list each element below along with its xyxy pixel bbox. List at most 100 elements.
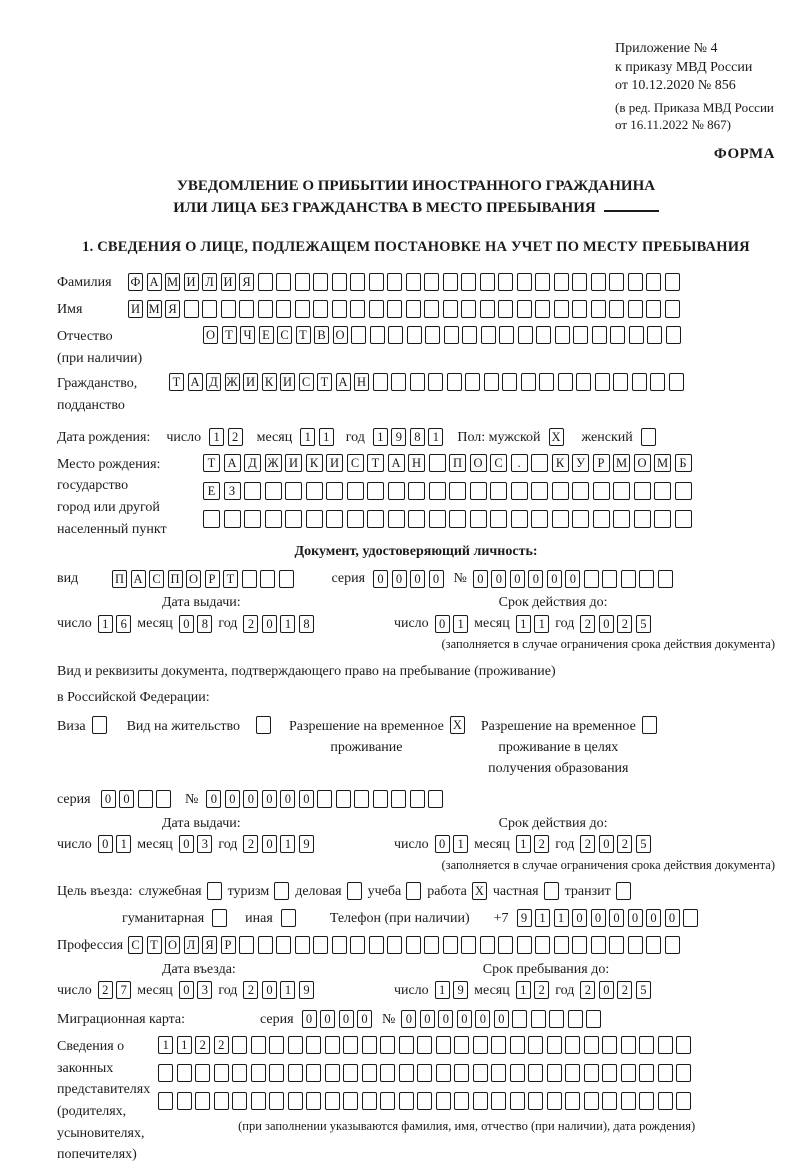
char-cell[interactable]: Р xyxy=(204,569,220,588)
char-cell[interactable]: 0 xyxy=(261,835,277,854)
char-cell[interactable]: 1 xyxy=(534,614,550,633)
char-cell[interactable] xyxy=(428,482,446,501)
char-cell[interactable] xyxy=(639,1064,655,1083)
char-cell[interactable]: 0 xyxy=(664,909,680,928)
char-cell[interactable] xyxy=(428,510,446,529)
char-cell[interactable]: С xyxy=(128,936,143,955)
char-cell[interactable] xyxy=(428,790,444,809)
char-cell[interactable]: 0 xyxy=(224,790,240,809)
char-cell[interactable] xyxy=(613,482,630,501)
char-cell[interactable] xyxy=(602,1036,618,1055)
char-cell[interactable] xyxy=(674,510,692,529)
char-cell[interactable] xyxy=(372,373,388,392)
char-cell[interactable] xyxy=(631,373,647,392)
char-cell[interactable]: И xyxy=(280,373,295,392)
char-cell[interactable] xyxy=(594,373,610,392)
char-cell[interactable] xyxy=(387,482,405,501)
char-cell[interactable] xyxy=(572,936,587,955)
char-cell[interactable] xyxy=(472,1092,488,1111)
char-cell[interactable] xyxy=(565,1036,581,1055)
char-cell[interactable]: Д xyxy=(206,373,221,392)
char-cell[interactable]: 1 xyxy=(280,981,296,1000)
char-cell[interactable] xyxy=(442,936,458,955)
char-cell[interactable]: Б xyxy=(674,453,692,472)
char-cell[interactable] xyxy=(620,569,636,588)
char-cell[interactable] xyxy=(241,569,257,588)
char-cell[interactable]: П xyxy=(112,569,127,588)
checkbox-purpose-work[interactable]: X xyxy=(471,882,487,901)
char-cell[interactable]: Т xyxy=(169,373,184,392)
char-cell[interactable]: 1 xyxy=(300,428,316,447)
char-cell[interactable] xyxy=(408,482,425,501)
char-cell[interactable]: 1 xyxy=(97,614,113,633)
char-cell[interactable] xyxy=(620,1092,636,1111)
char-cell[interactable]: А xyxy=(146,273,162,292)
char-cell[interactable]: 1 xyxy=(116,835,132,854)
char-cell[interactable] xyxy=(565,1092,581,1111)
char-cell[interactable] xyxy=(627,273,643,292)
char-cell[interactable] xyxy=(498,300,513,319)
char-cell[interactable] xyxy=(372,790,388,809)
char-cell[interactable] xyxy=(641,715,657,734)
char-cell[interactable] xyxy=(553,273,569,292)
char-cell[interactable] xyxy=(232,1064,248,1083)
char-cell[interactable]: В xyxy=(314,325,329,344)
char-cell[interactable] xyxy=(285,510,302,529)
char-cell[interactable] xyxy=(405,300,421,319)
char-cell[interactable] xyxy=(183,300,199,319)
char-cell[interactable] xyxy=(156,790,172,809)
char-cell[interactable]: Я xyxy=(165,300,180,319)
char-cell[interactable] xyxy=(472,1036,488,1055)
char-cell[interactable] xyxy=(435,1092,451,1111)
char-cell[interactable] xyxy=(294,300,310,319)
char-cell[interactable]: Т xyxy=(146,936,162,955)
char-cell[interactable]: 8 xyxy=(409,428,425,447)
char-cell[interactable] xyxy=(615,882,631,901)
char-cell[interactable] xyxy=(250,1064,266,1083)
char-cell[interactable] xyxy=(305,510,323,529)
char-cell[interactable] xyxy=(306,1036,322,1055)
char-cell[interactable] xyxy=(391,790,407,809)
char-cell[interactable] xyxy=(639,569,655,588)
char-cell[interactable] xyxy=(546,1064,562,1083)
char-cell[interactable] xyxy=(583,1092,599,1111)
char-cell[interactable]: 0 xyxy=(565,569,581,588)
char-cell[interactable] xyxy=(369,325,385,344)
checkbox-temp-permit[interactable]: X xyxy=(449,715,465,734)
char-cell[interactable] xyxy=(324,1036,340,1055)
char-cell[interactable] xyxy=(590,273,606,292)
char-cell[interactable] xyxy=(391,373,406,392)
char-cell[interactable] xyxy=(683,909,699,928)
char-cell[interactable] xyxy=(499,325,514,344)
char-cell[interactable]: X xyxy=(471,882,487,901)
char-cell[interactable] xyxy=(350,300,365,319)
char-cell[interactable]: 0 xyxy=(391,569,407,588)
char-cell[interactable] xyxy=(531,510,548,529)
char-cell[interactable]: Е xyxy=(258,325,274,344)
char-cell[interactable] xyxy=(479,936,495,955)
char-cell[interactable]: 8 xyxy=(197,614,213,633)
char-cell[interactable] xyxy=(137,790,153,809)
char-cell[interactable] xyxy=(479,300,495,319)
char-cell[interactable] xyxy=(479,273,495,292)
char-cell[interactable] xyxy=(361,1036,377,1055)
checkbox-purpose-transit[interactable] xyxy=(615,882,631,901)
char-cell[interactable] xyxy=(255,715,271,734)
char-cell[interactable] xyxy=(543,882,559,901)
char-cell[interactable] xyxy=(324,1064,340,1083)
char-cell[interactable]: 1 xyxy=(428,428,444,447)
char-cell[interactable]: 0 xyxy=(373,569,389,588)
char-cell[interactable]: 6 xyxy=(116,614,132,633)
char-cell[interactable]: 0 xyxy=(338,1010,354,1029)
char-cell[interactable] xyxy=(380,1036,396,1055)
char-cell[interactable] xyxy=(602,569,618,588)
char-cell[interactable] xyxy=(646,273,661,292)
char-cell[interactable] xyxy=(202,300,217,319)
